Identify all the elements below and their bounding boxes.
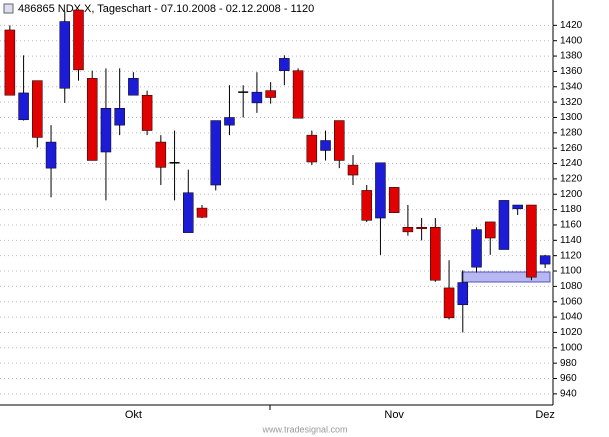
y-tick-label: 1320	[560, 97, 583, 108]
candle-body	[539, 255, 551, 265]
candle-body	[388, 187, 400, 213]
y-tick-label: 1200	[560, 189, 583, 200]
candle-body	[86, 78, 98, 161]
candle-body	[361, 190, 372, 221]
candle-body	[347, 164, 359, 176]
candle-body	[224, 117, 235, 126]
y-tick-label: 1040	[560, 312, 583, 323]
x-tick-label: Dez	[535, 409, 555, 421]
y-tick-label: 1160	[560, 220, 582, 231]
y-tick-label: 1340	[560, 81, 583, 92]
y-tick-label: 1420	[560, 20, 583, 31]
candle-body	[73, 9, 84, 71]
y-tick-label: 1260	[560, 143, 583, 154]
candle-body	[4, 29, 16, 96]
highlight-zone	[461, 271, 551, 283]
x-tick-label: Okt	[125, 409, 142, 421]
candle-body	[32, 80, 43, 138]
x-tick-label: Nov	[384, 409, 404, 421]
candle-body	[196, 207, 208, 218]
candle-body	[512, 204, 523, 210]
candle-body	[471, 229, 482, 268]
chart-title: 486865 NDX.X, Tageschart - 07.10.2008 - …	[18, 3, 314, 15]
candle-body	[402, 227, 414, 233]
y-tick-label: 1180	[560, 204, 582, 215]
candle-body	[292, 70, 304, 119]
candle-body	[265, 90, 276, 98]
y-tick-label: 1080	[560, 281, 583, 292]
y-tick-label: 1360	[560, 66, 583, 77]
y-tick-label: 1000	[560, 342, 583, 353]
y-tick-label: 960	[560, 373, 577, 384]
y-tick-label: 1220	[560, 174, 583, 185]
candle-body	[320, 140, 331, 151]
candle-body	[45, 141, 57, 169]
y-tick-label: 1100	[560, 266, 582, 277]
y-tick-label: 1020	[560, 327, 583, 338]
candle-body	[210, 120, 221, 186]
candle-body	[484, 221, 496, 239]
candle-body	[443, 287, 455, 319]
candle-body	[251, 91, 263, 104]
logo-icon	[3, 3, 14, 14]
candle-body	[430, 227, 441, 281]
candle-body	[59, 21, 71, 89]
candle-body	[279, 58, 290, 71]
candle-body	[375, 162, 386, 219]
y-tick-label: 1240	[560, 158, 583, 169]
candle-body	[416, 227, 427, 230]
candle-body	[526, 204, 537, 278]
y-tick-label: 1140	[560, 235, 582, 246]
candle-body	[141, 94, 153, 131]
y-tick-label: 1400	[560, 35, 583, 46]
y-tick-label: 1060	[560, 296, 583, 307]
candle-body	[128, 78, 139, 96]
y-tick-label: 1300	[560, 112, 583, 123]
candle-body	[334, 120, 345, 161]
y-tick-label: 1120	[560, 250, 582, 261]
candle-body	[498, 200, 510, 250]
candle-body	[457, 282, 469, 306]
watermark: www.tradesignal.com	[261, 424, 347, 434]
y-tick-label: 1280	[560, 127, 583, 138]
y-tick-label: 1380	[560, 51, 583, 62]
candle-body	[18, 92, 29, 121]
candle-body	[100, 108, 112, 153]
candle-body	[306, 134, 318, 163]
candle-body	[155, 141, 167, 168]
candle-body	[183, 192, 194, 233]
y-tick-label: 980	[560, 358, 577, 369]
candle-body	[114, 108, 125, 126]
y-tick-label: 940	[560, 388, 577, 399]
